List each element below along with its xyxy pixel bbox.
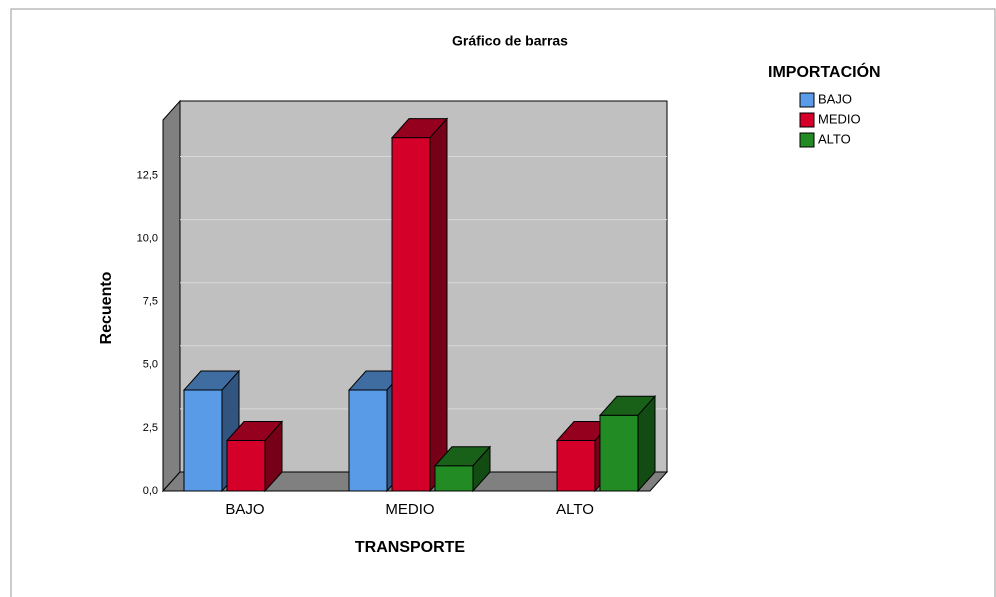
y-axis-label: Recuento bbox=[98, 271, 115, 344]
x-tick-label: MEDIO bbox=[385, 501, 434, 518]
legend-swatch bbox=[799, 112, 815, 128]
bar-face bbox=[391, 137, 431, 492]
bar-face bbox=[556, 440, 596, 492]
bar-face bbox=[264, 420, 283, 493]
bar bbox=[433, 445, 492, 493]
bar-face bbox=[348, 389, 388, 492]
y-tick-label: 5,0 bbox=[143, 359, 158, 371]
legend-swatch bbox=[799, 92, 815, 108]
legend-label: BAJO bbox=[818, 91, 852, 106]
bar-face bbox=[429, 117, 448, 493]
bar-face bbox=[599, 414, 639, 492]
bar bbox=[598, 394, 657, 493]
legend-label: ALTO bbox=[818, 131, 851, 146]
left-wall bbox=[162, 99, 181, 493]
x-axis-label: TRANSPORTE bbox=[355, 539, 466, 556]
bar-face bbox=[183, 389, 223, 492]
y-tick-label: 2,5 bbox=[143, 422, 158, 434]
bar bbox=[225, 420, 284, 493]
bar-face bbox=[434, 465, 474, 492]
x-tick-label: ALTO bbox=[556, 501, 594, 518]
chart-title: Gráfico de barras bbox=[452, 33, 568, 49]
legend-swatch bbox=[799, 132, 815, 148]
bar-face bbox=[637, 394, 656, 493]
legend-label: MEDIO bbox=[818, 111, 861, 126]
x-tick-label: BAJO bbox=[225, 501, 264, 518]
y-tick-label: 0,0 bbox=[143, 485, 158, 497]
bar-face bbox=[472, 445, 491, 493]
y-tick-label: 12,5 bbox=[137, 169, 158, 181]
bar bbox=[390, 117, 449, 493]
y-tick-label: 10,0 bbox=[137, 233, 158, 245]
legend-title: IMPORTACIÓN bbox=[768, 62, 881, 81]
y-tick-label: 7,5 bbox=[143, 296, 158, 308]
bar-face bbox=[226, 440, 266, 492]
